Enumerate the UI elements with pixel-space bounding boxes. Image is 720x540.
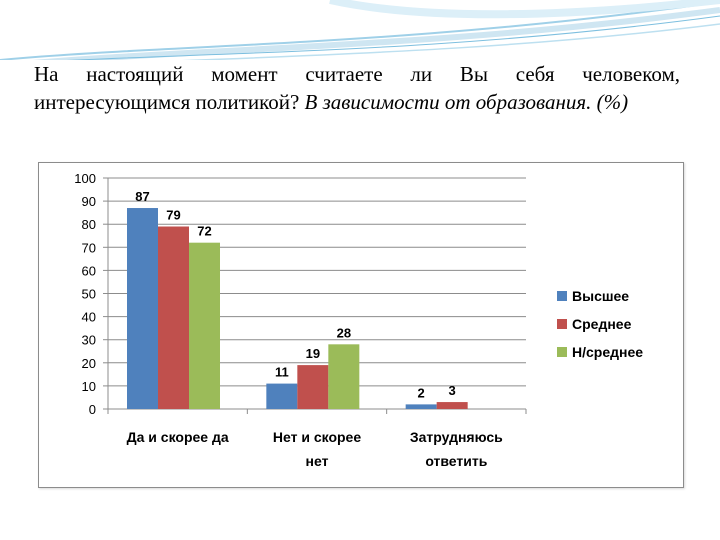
- data-label: 28: [337, 325, 351, 340]
- bar: [436, 402, 468, 409]
- bar: [297, 365, 329, 409]
- y-tick-label: 80: [82, 217, 96, 232]
- y-tick-label: 100: [74, 171, 96, 186]
- data-label: 2: [418, 385, 425, 400]
- data-label: 72: [197, 224, 211, 239]
- bar: [328, 344, 360, 409]
- chart-frame: 0 10 20 30 40 50 60 70 80 90 100 87 11 2 79 19 3 72 28 Да…: [38, 162, 684, 488]
- y-tick-label: 20: [82, 356, 96, 371]
- bar: [127, 208, 158, 409]
- category-label: ответить: [425, 453, 487, 469]
- legend-label: Среднее: [572, 316, 632, 332]
- category-label: Затрудняюсь: [410, 429, 503, 445]
- legend-label: Высшее: [572, 288, 629, 304]
- y-tick-label: 60: [82, 263, 96, 278]
- data-label: 79: [166, 208, 180, 223]
- bar: [158, 226, 189, 409]
- bar: [405, 404, 437, 409]
- y-tick-label: 90: [82, 194, 96, 209]
- slide-title-italic: В зависимости от образования. (%): [304, 90, 629, 114]
- slide-title: На настоящий момент считаете ли Вы себя …: [34, 60, 680, 116]
- y-tick-labels: 0 10 20 30 40 50 60 70 80 90 100: [74, 171, 96, 417]
- bar-chart: 0 10 20 30 40 50 60 70 80 90 100 87 11 2 79 19 3 72 28 Да…: [74, 171, 643, 469]
- data-label: 3: [449, 383, 456, 398]
- category-label: нет: [306, 453, 329, 469]
- y-tick-label: 50: [82, 287, 96, 302]
- legend-label: Н/среднее: [572, 344, 643, 360]
- y-tick-label: 0: [89, 402, 96, 417]
- legend: Высшее Среднее Н/среднее: [557, 288, 643, 360]
- bars: [127, 208, 468, 409]
- legend-swatch: [557, 319, 567, 329]
- legend-swatch: [557, 347, 567, 357]
- y-tick-label: 10: [82, 379, 96, 394]
- legend-swatch: [557, 291, 567, 301]
- category-label: Да и скорее да: [127, 429, 229, 445]
- y-tick-label: 30: [82, 333, 96, 348]
- bar: [189, 242, 220, 409]
- data-labels: 87 11 2 79 19 3 72 28: [135, 189, 456, 400]
- slide-decoration: [0, 0, 720, 60]
- y-tick-label: 70: [82, 240, 96, 255]
- category-labels: Да и скорее да Нет и скорее нет Затрудняюсь…: [127, 429, 504, 469]
- data-label: 11: [275, 365, 289, 380]
- data-label: 19: [306, 346, 320, 361]
- bar: [266, 383, 298, 409]
- category-label: Нет и скорее: [273, 429, 361, 445]
- y-tick-label: 40: [82, 310, 96, 325]
- data-label: 87: [135, 189, 149, 204]
- slide-title-question: На настоящий момент считаете ли Вы себя …: [34, 62, 680, 114]
